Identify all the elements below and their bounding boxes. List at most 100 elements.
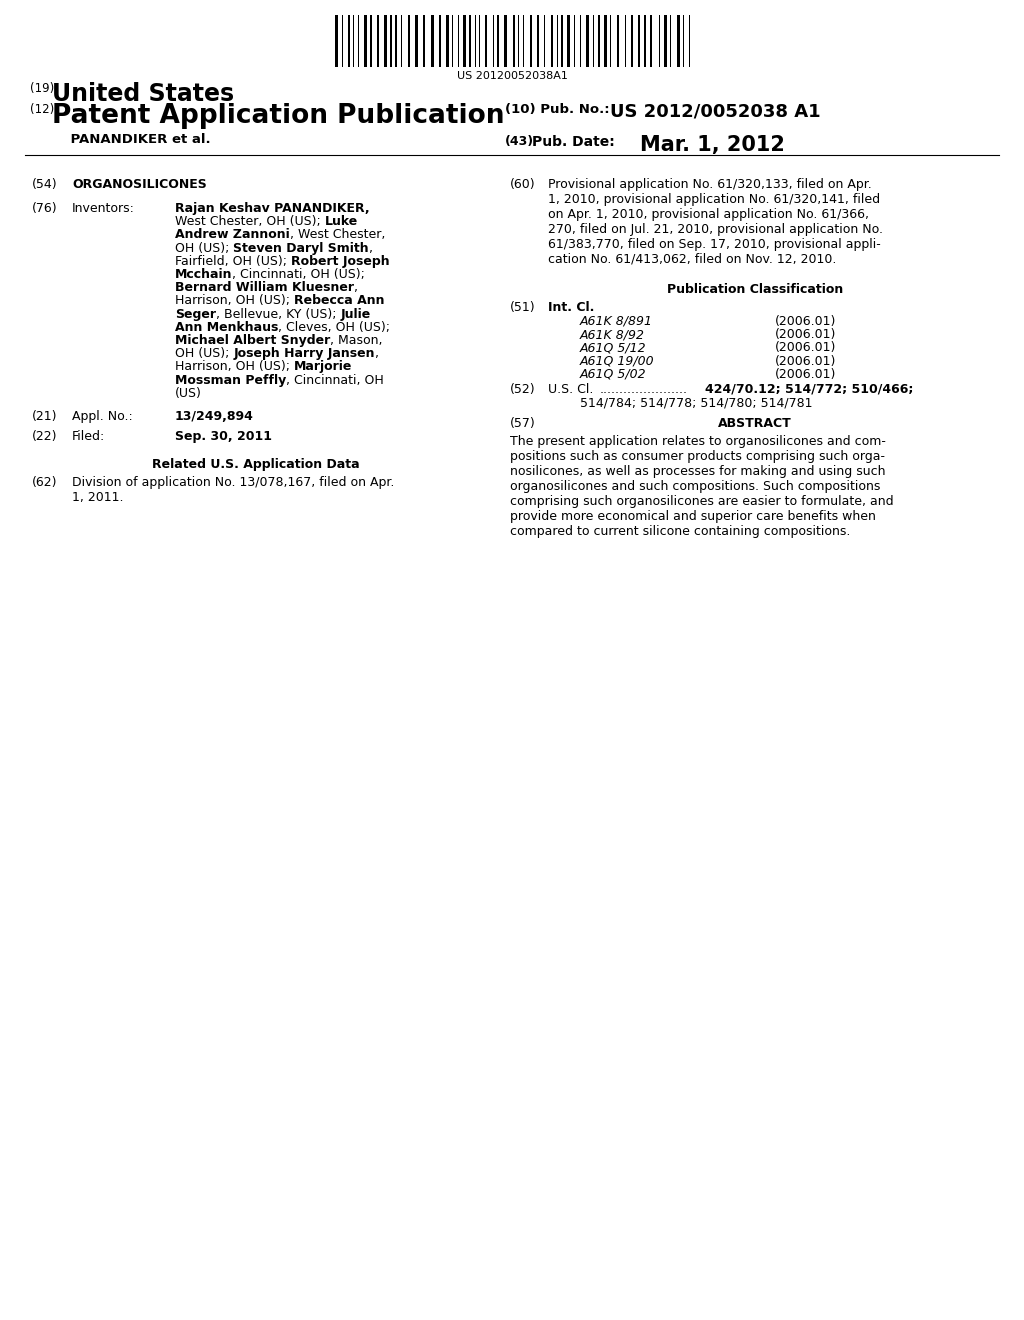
Text: , Bellevue, KY (US);: , Bellevue, KY (US); bbox=[216, 308, 341, 321]
Bar bbox=[485, 15, 487, 67]
Text: Harrison, OH (US);: Harrison, OH (US); bbox=[175, 294, 294, 308]
Bar bbox=[567, 15, 570, 67]
Text: (US): (US) bbox=[175, 387, 202, 400]
Text: (2006.01): (2006.01) bbox=[775, 368, 837, 380]
Text: (76): (76) bbox=[32, 202, 57, 215]
Bar bbox=[431, 15, 434, 67]
Bar bbox=[644, 15, 646, 67]
Text: 514/784; 514/778; 514/780; 514/781: 514/784; 514/778; 514/780; 514/781 bbox=[580, 396, 812, 409]
Text: OH (US);: OH (US); bbox=[175, 242, 233, 255]
Text: A61K 8/92: A61K 8/92 bbox=[580, 329, 645, 341]
Text: Inventors:: Inventors: bbox=[72, 202, 135, 215]
Text: (52): (52) bbox=[510, 383, 536, 396]
Text: The present application relates to organosilicones and com-
positions such as co: The present application relates to organ… bbox=[510, 436, 894, 539]
Bar bbox=[439, 15, 441, 67]
Text: Andrew Zannoni: Andrew Zannoni bbox=[175, 228, 290, 242]
Text: Rebecca Ann: Rebecca Ann bbox=[294, 294, 384, 308]
Text: Luke: Luke bbox=[325, 215, 358, 228]
Text: PANANDIKER et al.: PANANDIKER et al. bbox=[52, 133, 211, 147]
Text: (57): (57) bbox=[510, 417, 536, 430]
Bar bbox=[551, 15, 553, 67]
Text: ,: , bbox=[369, 242, 373, 255]
Text: A61K 8/891: A61K 8/891 bbox=[580, 315, 653, 327]
Text: Sep. 30, 2011: Sep. 30, 2011 bbox=[175, 430, 272, 444]
Bar bbox=[561, 15, 563, 67]
Text: (2006.01): (2006.01) bbox=[775, 342, 837, 354]
Text: (10) Pub. No.:: (10) Pub. No.: bbox=[505, 103, 609, 116]
Text: Michael Albert Snyder: Michael Albert Snyder bbox=[175, 334, 331, 347]
Text: United States: United States bbox=[52, 82, 234, 106]
Text: West Chester, OH (US);: West Chester, OH (US); bbox=[175, 215, 325, 228]
Text: Publication Classification: Publication Classification bbox=[667, 282, 843, 296]
Bar bbox=[415, 15, 418, 67]
Text: Pub. Date:: Pub. Date: bbox=[532, 135, 614, 149]
Text: (2006.01): (2006.01) bbox=[775, 315, 837, 327]
Text: ,: , bbox=[375, 347, 379, 360]
Text: US 20120052038A1: US 20120052038A1 bbox=[457, 71, 567, 81]
Text: (51): (51) bbox=[510, 301, 536, 314]
Text: (60): (60) bbox=[510, 178, 536, 191]
Text: Int. Cl.: Int. Cl. bbox=[548, 301, 594, 314]
Text: (2006.01): (2006.01) bbox=[775, 329, 837, 341]
Text: Robert Joseph: Robert Joseph bbox=[291, 255, 389, 268]
Text: (2006.01): (2006.01) bbox=[775, 355, 837, 367]
Bar bbox=[598, 15, 600, 67]
Text: , West Chester,: , West Chester, bbox=[290, 228, 385, 242]
Bar bbox=[395, 15, 397, 67]
Text: Filed:: Filed: bbox=[72, 430, 105, 444]
Bar bbox=[446, 15, 449, 67]
Text: (19): (19) bbox=[30, 82, 54, 95]
Text: ,: , bbox=[354, 281, 358, 294]
Text: Mar. 1, 2012: Mar. 1, 2012 bbox=[640, 135, 784, 154]
Bar bbox=[384, 15, 387, 67]
Text: (22): (22) bbox=[32, 430, 57, 444]
Bar bbox=[390, 15, 392, 67]
Bar bbox=[469, 15, 471, 67]
Text: , Cincinnati, OH (US);: , Cincinnati, OH (US); bbox=[232, 268, 366, 281]
Text: ABSTRACT: ABSTRACT bbox=[718, 417, 792, 430]
Bar bbox=[463, 15, 466, 67]
Text: US 2012/0052038 A1: US 2012/0052038 A1 bbox=[610, 103, 820, 121]
Text: , Cleves, OH (US);: , Cleves, OH (US); bbox=[279, 321, 390, 334]
Text: Mossman Peffly: Mossman Peffly bbox=[175, 374, 287, 387]
Text: , Cincinnati, OH: , Cincinnati, OH bbox=[287, 374, 384, 387]
Bar bbox=[408, 15, 410, 67]
Text: Patent Application Publication: Patent Application Publication bbox=[52, 103, 505, 129]
Text: Marjorie: Marjorie bbox=[294, 360, 352, 374]
Text: (12): (12) bbox=[30, 103, 54, 116]
Bar bbox=[537, 15, 539, 67]
Text: 13/249,894: 13/249,894 bbox=[175, 411, 254, 422]
Text: A61Q 19/00: A61Q 19/00 bbox=[580, 355, 654, 367]
Text: (21): (21) bbox=[32, 411, 57, 422]
Bar bbox=[497, 15, 499, 67]
Text: Ann Menkhaus: Ann Menkhaus bbox=[175, 321, 279, 334]
Bar bbox=[513, 15, 515, 67]
Bar bbox=[631, 15, 633, 67]
Text: (62): (62) bbox=[32, 477, 57, 488]
Text: Harrison, OH (US);: Harrison, OH (US); bbox=[175, 360, 294, 374]
Text: ......................: ...................... bbox=[600, 383, 688, 396]
Text: Provisional application No. 61/320,133, filed on Apr.
1, 2010, provisional appli: Provisional application No. 61/320,133, … bbox=[548, 178, 883, 267]
Bar bbox=[335, 15, 338, 67]
Text: Bernard William Kluesner: Bernard William Kluesner bbox=[175, 281, 354, 294]
Bar bbox=[370, 15, 372, 67]
Text: Related U.S. Application Data: Related U.S. Application Data bbox=[153, 458, 359, 471]
Bar bbox=[348, 15, 350, 67]
Text: Appl. No.:: Appl. No.: bbox=[72, 411, 133, 422]
Bar bbox=[677, 15, 680, 67]
Bar bbox=[664, 15, 667, 67]
Text: Division of application No. 13/078,167, filed on Apr.
1, 2011.: Division of application No. 13/078,167, … bbox=[72, 477, 394, 504]
Text: ORGANOSILICONES: ORGANOSILICONES bbox=[72, 178, 207, 191]
Bar bbox=[423, 15, 425, 67]
Bar bbox=[586, 15, 589, 67]
Bar bbox=[604, 15, 607, 67]
Text: (54): (54) bbox=[32, 178, 57, 191]
Text: A61Q 5/12: A61Q 5/12 bbox=[580, 342, 646, 354]
Text: Seger: Seger bbox=[175, 308, 216, 321]
Bar bbox=[364, 15, 367, 67]
Text: Mcchain: Mcchain bbox=[175, 268, 232, 281]
Bar bbox=[504, 15, 507, 67]
Text: Rajan Keshav PANANDIKER,: Rajan Keshav PANANDIKER, bbox=[175, 202, 370, 215]
Text: A61Q 5/02: A61Q 5/02 bbox=[580, 368, 646, 380]
Bar bbox=[650, 15, 652, 67]
